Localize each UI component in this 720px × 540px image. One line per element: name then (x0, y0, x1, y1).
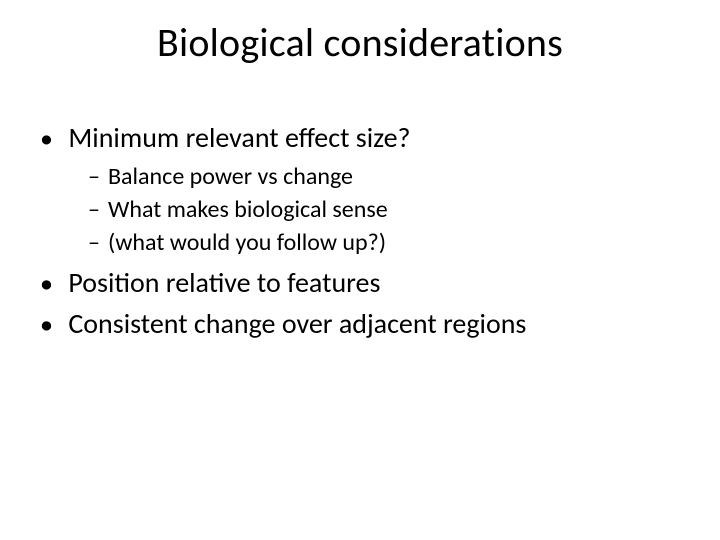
sub-bullet-item: Balance power vs change (88, 161, 680, 192)
slide: Biological considerations Minimum releva… (0, 0, 720, 540)
bullet-item-2: Position relative to features (40, 265, 680, 300)
spacer (40, 341, 680, 385)
bullet-text: Minimum relevant effect size? (68, 120, 410, 155)
sub-bullet-text: What makes biological sense (108, 195, 388, 224)
slide-title: Biological considerations (0, 18, 720, 67)
bullet-item-3: Consistent change over adjacent regions (40, 306, 680, 341)
bullet-text: Position relative to features (68, 265, 380, 300)
bullet-list: Minimum relevant effect size? Balance po… (40, 120, 680, 341)
sub-bullet-item: What makes biological sense (88, 194, 680, 225)
bullet-item-1: Minimum relevant effect size? Balance po… (40, 120, 680, 259)
sub-bullet-text: Balance power vs change (108, 162, 353, 191)
slide-body: Minimum relevant effect size? Balance po… (40, 120, 680, 347)
sub-bullet-text: (what would you follow up?) (108, 228, 386, 257)
bullet-text: Consistent change over adjacent regions (68, 306, 526, 341)
sub-bullet-item: (what would you follow up?) (88, 227, 680, 258)
sub-bullet-list: Balance power vs change What makes biolo… (40, 161, 680, 259)
